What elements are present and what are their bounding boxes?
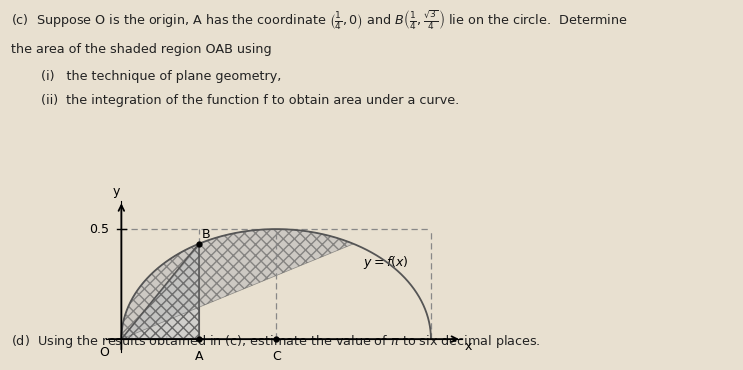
Text: $y = f(x)$: $y = f(x)$: [363, 253, 409, 270]
Polygon shape: [121, 244, 199, 339]
Text: (d)  Using the results obtained in (c), estimate the value of $\pi$ to six decim: (d) Using the results obtained in (c), e…: [11, 333, 541, 350]
Text: y: y: [112, 185, 120, 198]
Polygon shape: [121, 229, 354, 339]
Text: 0.5: 0.5: [89, 223, 109, 236]
Text: O: O: [99, 346, 109, 359]
Text: (c)  Suppose O is the origin, A has the coordinate $\left(\frac{1}{4},0\right)$ : (c) Suppose O is the origin, A has the c…: [11, 9, 628, 33]
Text: (i)   the technique of plane geometry,: (i) the technique of plane geometry,: [41, 70, 282, 83]
Text: B: B: [202, 228, 210, 240]
Text: (ii)  the integration of the function f to obtain area under a curve.: (ii) the integration of the function f t…: [41, 94, 459, 107]
Text: C: C: [272, 350, 281, 363]
Text: the area of the shaded region OAB using: the area of the shaded region OAB using: [11, 43, 272, 56]
Text: A: A: [195, 350, 203, 363]
Text: x: x: [465, 340, 473, 353]
